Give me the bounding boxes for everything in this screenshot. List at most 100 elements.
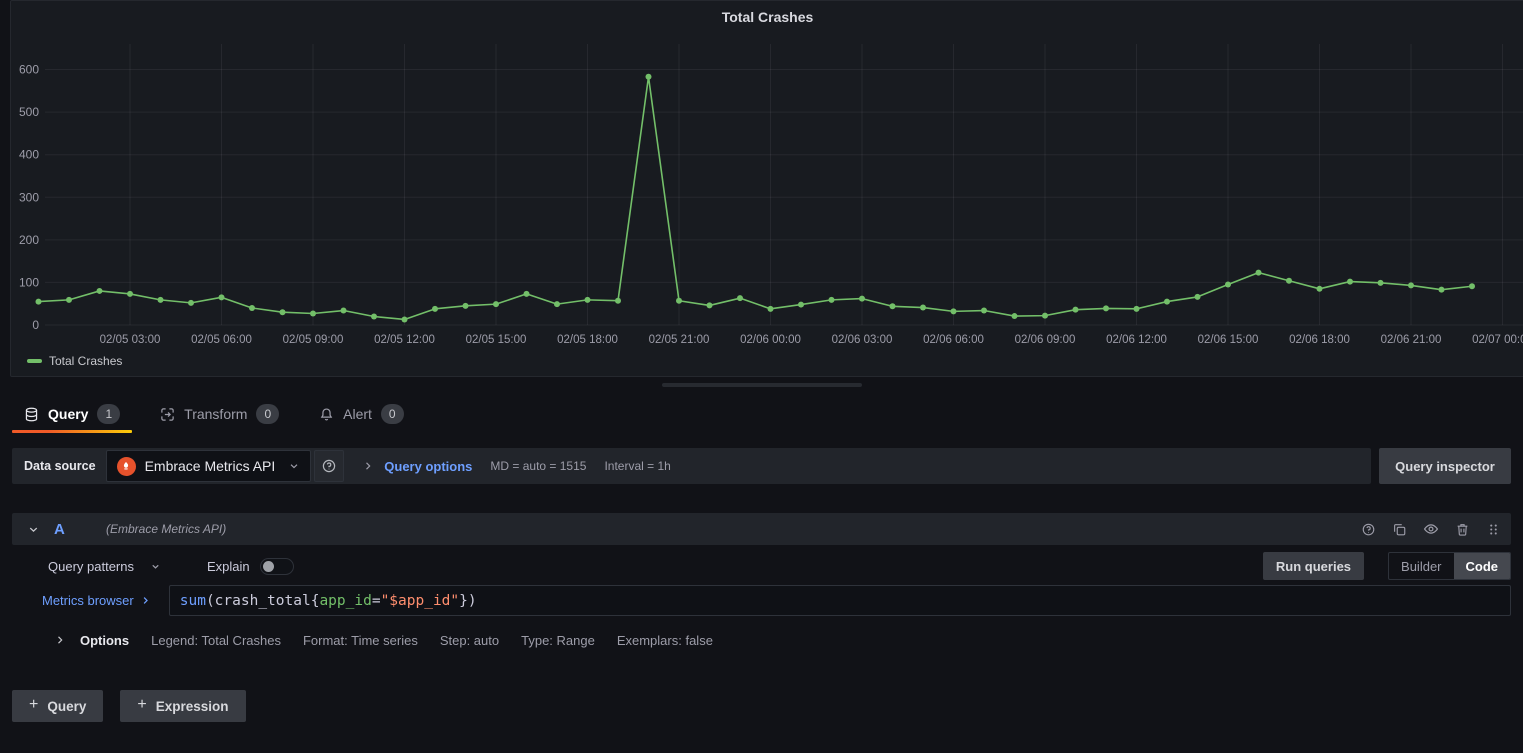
svg-text:02/05 21:00: 02/05 21:00 — [649, 334, 710, 346]
explain-toggle[interactable] — [259, 557, 294, 575]
tab-query-badge: 1 — [97, 404, 121, 424]
query-toolbar-row: Query patterns Explain Run queries Build… — [12, 551, 1511, 581]
svg-text:200: 200 — [19, 233, 39, 247]
query-patterns-select[interactable]: Query patterns — [48, 559, 161, 574]
plus-icon: + — [137, 696, 147, 713]
query-options-group: Query options MD = auto = 1515 Interval … — [362, 459, 671, 474]
svg-text:02/05 03:00: 02/05 03:00 — [100, 334, 161, 346]
code-mode-option[interactable]: Code — [1453, 553, 1510, 579]
tab-transform-label: Transform — [184, 406, 248, 422]
tab-transform[interactable]: Transform 0 — [148, 397, 291, 433]
add-query-label: Query — [47, 698, 87, 714]
embrace-datasource-logo-icon — [116, 456, 136, 476]
chevron-down-icon — [288, 460, 300, 472]
svg-text:400: 400 — [19, 148, 39, 162]
question-circle-icon — [321, 458, 337, 474]
panel-title: Total Crashes — [721, 9, 814, 25]
legend-series-label: Total Crashes — [49, 354, 123, 368]
promql-query-input[interactable]: sum (crash_total{app_id = "$app_id"}) — [168, 585, 1511, 616]
svg-text:02/05 06:00: 02/05 06:00 — [191, 334, 252, 346]
svg-text:02/06 06:00: 02/06 06:00 — [923, 334, 984, 346]
interval-text: Interval = 1h — [604, 459, 671, 473]
chart-legend[interactable]: Total Crashes — [27, 354, 122, 368]
chevron-down-icon[interactable] — [22, 523, 44, 536]
duplicate-icon[interactable] — [1392, 522, 1407, 537]
svg-text:02/05 15:00: 02/05 15:00 — [466, 334, 527, 346]
explain-control: Explain — [207, 557, 294, 575]
option-legend: Legend: Total Crashes — [151, 632, 281, 648]
svg-text:500: 500 — [19, 105, 39, 119]
query-row-header[interactable]: A (Embrace Metrics API) — [12, 513, 1511, 545]
query-ref-id[interactable]: A — [54, 520, 65, 538]
angle-right-icon — [362, 460, 374, 472]
tab-query-label: Query — [48, 406, 89, 422]
metrics-browser-toggle[interactable]: Metrics browser — [42, 593, 151, 608]
svg-text:100: 100 — [19, 275, 39, 289]
datasource-help-button[interactable] — [314, 450, 345, 482]
options-label: Options — [80, 632, 130, 648]
option-step: Step: auto — [439, 632, 500, 648]
svg-text:02/06 18:00: 02/06 18:00 — [1289, 334, 1350, 346]
builder-mode-option[interactable]: Builder — [1401, 558, 1442, 574]
query-editor-body: Query patterns Explain Run queries Build… — [12, 545, 1511, 654]
run-queries-button[interactable]: Run queries — [1262, 552, 1365, 580]
editor-mode-switch: Builder Code — [1388, 552, 1511, 580]
transform-icon — [160, 407, 175, 422]
svg-text:02/06 09:00: 02/06 09:00 — [1015, 334, 1076, 346]
tab-transform-badge: 0 — [256, 404, 280, 424]
option-type: Type: Range — [521, 632, 595, 648]
option-exemplars: Exemplars: false — [616, 632, 713, 648]
database-icon — [24, 407, 39, 422]
svg-text:02/05 09:00: 02/05 09:00 — [283, 334, 344, 346]
query-code-row: Metrics browser sum (crash_total{app_id = "… — [12, 585, 1511, 616]
angle-right-icon — [140, 595, 151, 606]
query-options-row: Options Legend: Total Crashes Format: Ti… — [12, 626, 1511, 654]
crashes-timeseries-chart: 02/05 03:00 02/05 06:00 02/05 09:00 02/05 1… — [19, 44, 1523, 346]
tab-query[interactable]: Query 1 — [12, 397, 133, 433]
svg-text:300: 300 — [19, 190, 39, 204]
svg-text:02/06 21:00: 02/06 21:00 — [1381, 334, 1442, 346]
metrics-browser-label: Metrics browser — [42, 593, 134, 608]
svg-text:02/05 18:00: 02/05 18:00 — [557, 334, 618, 346]
tab-alert-label: Alert — [343, 406, 372, 422]
options-expand-toggle[interactable]: Options — [54, 633, 129, 648]
editor-tabs: Query 1 Transform 0 Alert 0 — [12, 397, 1511, 433]
panel-resize-handle[interactable] — [661, 383, 862, 387]
angle-right-icon — [54, 634, 66, 646]
add-expression-label: Expression — [155, 698, 229, 714]
query-inspector-button[interactable]: Query inspector — [1379, 448, 1511, 484]
query-mode-controls: Run queries Builder Code — [1262, 552, 1511, 580]
query-datasource-hint: (Embrace Metrics API) — [106, 522, 227, 536]
max-data-points-text: MD = auto = 1515 — [490, 459, 587, 473]
svg-text:02/06 03:00: 02/06 03:00 — [832, 334, 893, 346]
total-crashes-panel: Total Crashes 02/05 03:00 02/05 06:00 02/0… — [10, 0, 1523, 377]
datasource-bar: Data source Embrace Metrics API — [12, 448, 1371, 484]
query-toolbar: Data source Embrace Metrics API — [12, 448, 1511, 484]
legend-series-swatch — [27, 359, 42, 363]
add-query-button[interactable]: + Query — [12, 690, 104, 722]
query-patterns-label: Query patterns — [48, 558, 134, 574]
bell-icon — [319, 407, 334, 422]
explain-label: Explain — [207, 558, 250, 574]
datasource-name: Embrace Metrics API — [144, 458, 276, 474]
query-options-toggle[interactable]: Query options — [384, 458, 473, 474]
svg-text:02/07 00:00: 02/07 00:00 — [1472, 334, 1523, 346]
svg-text:02/06 00:00: 02/06 00:00 — [740, 334, 801, 346]
datasource-label: Data source — [24, 459, 96, 473]
editor-footer: + Query + Expression — [12, 690, 1511, 722]
chevron-down-icon — [150, 561, 161, 572]
tab-alert-badge: 0 — [380, 404, 404, 424]
svg-text:0: 0 — [32, 318, 39, 332]
datasource-picker[interactable]: Embrace Metrics API — [105, 450, 312, 482]
add-expression-button[interactable]: + Expression — [120, 690, 246, 722]
help-icon[interactable] — [1361, 522, 1376, 537]
query-row-actions — [1361, 521, 1501, 537]
svg-text:02/06 15:00: 02/06 15:00 — [1198, 334, 1259, 346]
svg-text:02/06 12:00: 02/06 12:00 — [1106, 334, 1167, 346]
drag-handle-icon[interactable] — [1486, 522, 1501, 537]
query-row-a: A (Embrace Metrics API) — [12, 513, 1511, 654]
svg-text:600: 600 — [19, 63, 39, 77]
trash-icon[interactable] — [1455, 522, 1470, 537]
tab-alert[interactable]: Alert 0 — [307, 397, 415, 433]
eye-icon[interactable] — [1423, 521, 1439, 537]
